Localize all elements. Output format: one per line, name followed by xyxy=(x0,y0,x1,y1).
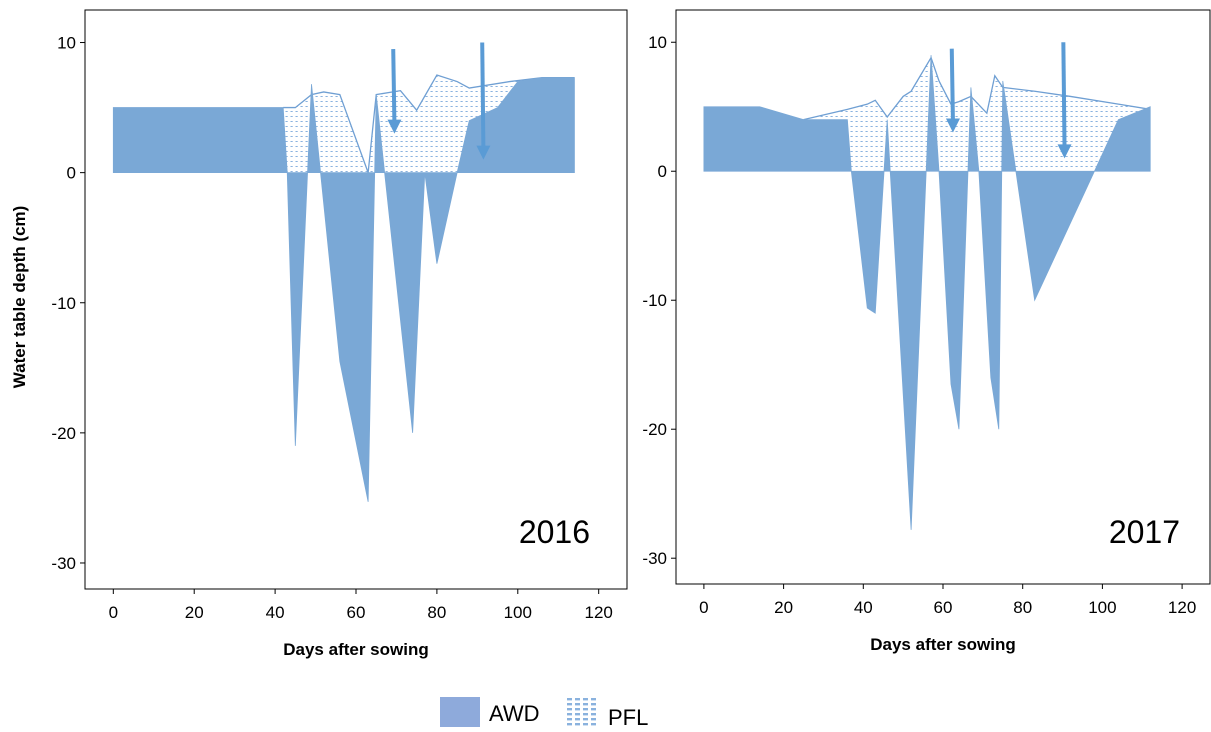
legend: AWD PFL xyxy=(440,697,648,730)
legend-pfl-dot xyxy=(591,708,596,711)
x-tick-label: 120 xyxy=(584,603,612,622)
arrow-shaft xyxy=(949,48,955,123)
x-axis-title: Days after sowing xyxy=(283,640,429,659)
legend-pfl-dot xyxy=(583,698,588,701)
y-tick-label: 10 xyxy=(57,34,76,53)
x-tick-label: 120 xyxy=(1168,598,1196,617)
legend-pfl-dot xyxy=(575,723,580,726)
arrow-2017-2 xyxy=(1057,42,1072,159)
legend-swatch-pfl xyxy=(567,698,596,726)
x-tick-label: 60 xyxy=(934,598,953,617)
legend-pfl-dot xyxy=(583,703,588,706)
x-axis-title: Days after sowing xyxy=(870,635,1016,654)
arrow-head xyxy=(945,118,960,133)
legend-pfl-dot xyxy=(567,718,572,721)
legend-pfl-dot xyxy=(575,698,580,701)
legend-pfl-dot xyxy=(567,698,572,701)
x-tick-label: 60 xyxy=(347,603,366,622)
legend-pfl-dot xyxy=(567,713,572,716)
legend-pfl-dot xyxy=(583,723,588,726)
legend-pfl-dot xyxy=(575,703,580,706)
legend-pfl-dot xyxy=(591,718,596,721)
legend-pfl-dot xyxy=(567,723,572,726)
legend-pfl-dot xyxy=(591,703,596,706)
y-tick-label: 0 xyxy=(658,162,667,181)
x-tick-label: 100 xyxy=(1088,598,1116,617)
arrow-2016-2 xyxy=(476,42,491,160)
y-tick-label: -20 xyxy=(642,420,667,439)
y-tick-label: 0 xyxy=(67,164,76,183)
legend-pfl-dot xyxy=(591,713,596,716)
y-tick-label: -30 xyxy=(642,549,667,568)
y-tick-label: -30 xyxy=(51,554,76,573)
legend-label-pfl: PFL xyxy=(608,705,648,730)
arrow-shaft xyxy=(1061,42,1067,149)
pfl-line-2016 xyxy=(283,74,575,173)
x-tick-label: 20 xyxy=(185,603,204,622)
legend-pfl-dot xyxy=(567,708,572,711)
x-tick-label: 80 xyxy=(427,603,446,622)
x-tick-label: 100 xyxy=(504,603,532,622)
legend-label-awd: AWD xyxy=(489,701,540,726)
awd-area-2017 xyxy=(703,55,1151,530)
legend-pfl-dot xyxy=(591,723,596,726)
arrow-shaft xyxy=(391,49,397,124)
y-tick-label: -10 xyxy=(51,294,76,313)
arrow-head xyxy=(387,119,402,134)
legend-pfl-dot xyxy=(583,708,588,711)
legend-pfl-dot xyxy=(575,708,580,711)
legend-pfl-dot xyxy=(583,713,588,716)
x-tick-label: 0 xyxy=(109,603,118,622)
y-tick-label: -10 xyxy=(642,291,667,310)
legend-pfl-dot xyxy=(583,718,588,721)
legend-pfl-dot xyxy=(567,703,572,706)
x-tick-label: 20 xyxy=(774,598,793,617)
arrow-head xyxy=(1057,144,1072,159)
y-axis-title: Water table depth (cm) xyxy=(10,206,29,389)
arrow-2016-1 xyxy=(387,49,402,134)
x-tick-label: 40 xyxy=(854,598,873,617)
arrow-shaft xyxy=(480,42,486,150)
legend-swatch-awd xyxy=(440,697,480,727)
y-tick-label: -20 xyxy=(51,424,76,443)
arrow-2017-1 xyxy=(945,48,960,133)
x-tick-label: 80 xyxy=(1013,598,1032,617)
awd-area-2016 xyxy=(112,77,575,502)
x-tick-label: 40 xyxy=(266,603,285,622)
arrow-head xyxy=(476,145,491,160)
year-label: 2016 xyxy=(519,514,590,550)
x-tick-label: 0 xyxy=(699,598,708,617)
y-tick-label: 10 xyxy=(648,33,667,52)
legend-pfl-dot xyxy=(575,718,580,721)
legend-pfl-dot xyxy=(575,713,580,716)
legend-pfl-dot xyxy=(591,698,596,701)
year-label: 2017 xyxy=(1109,514,1180,550)
